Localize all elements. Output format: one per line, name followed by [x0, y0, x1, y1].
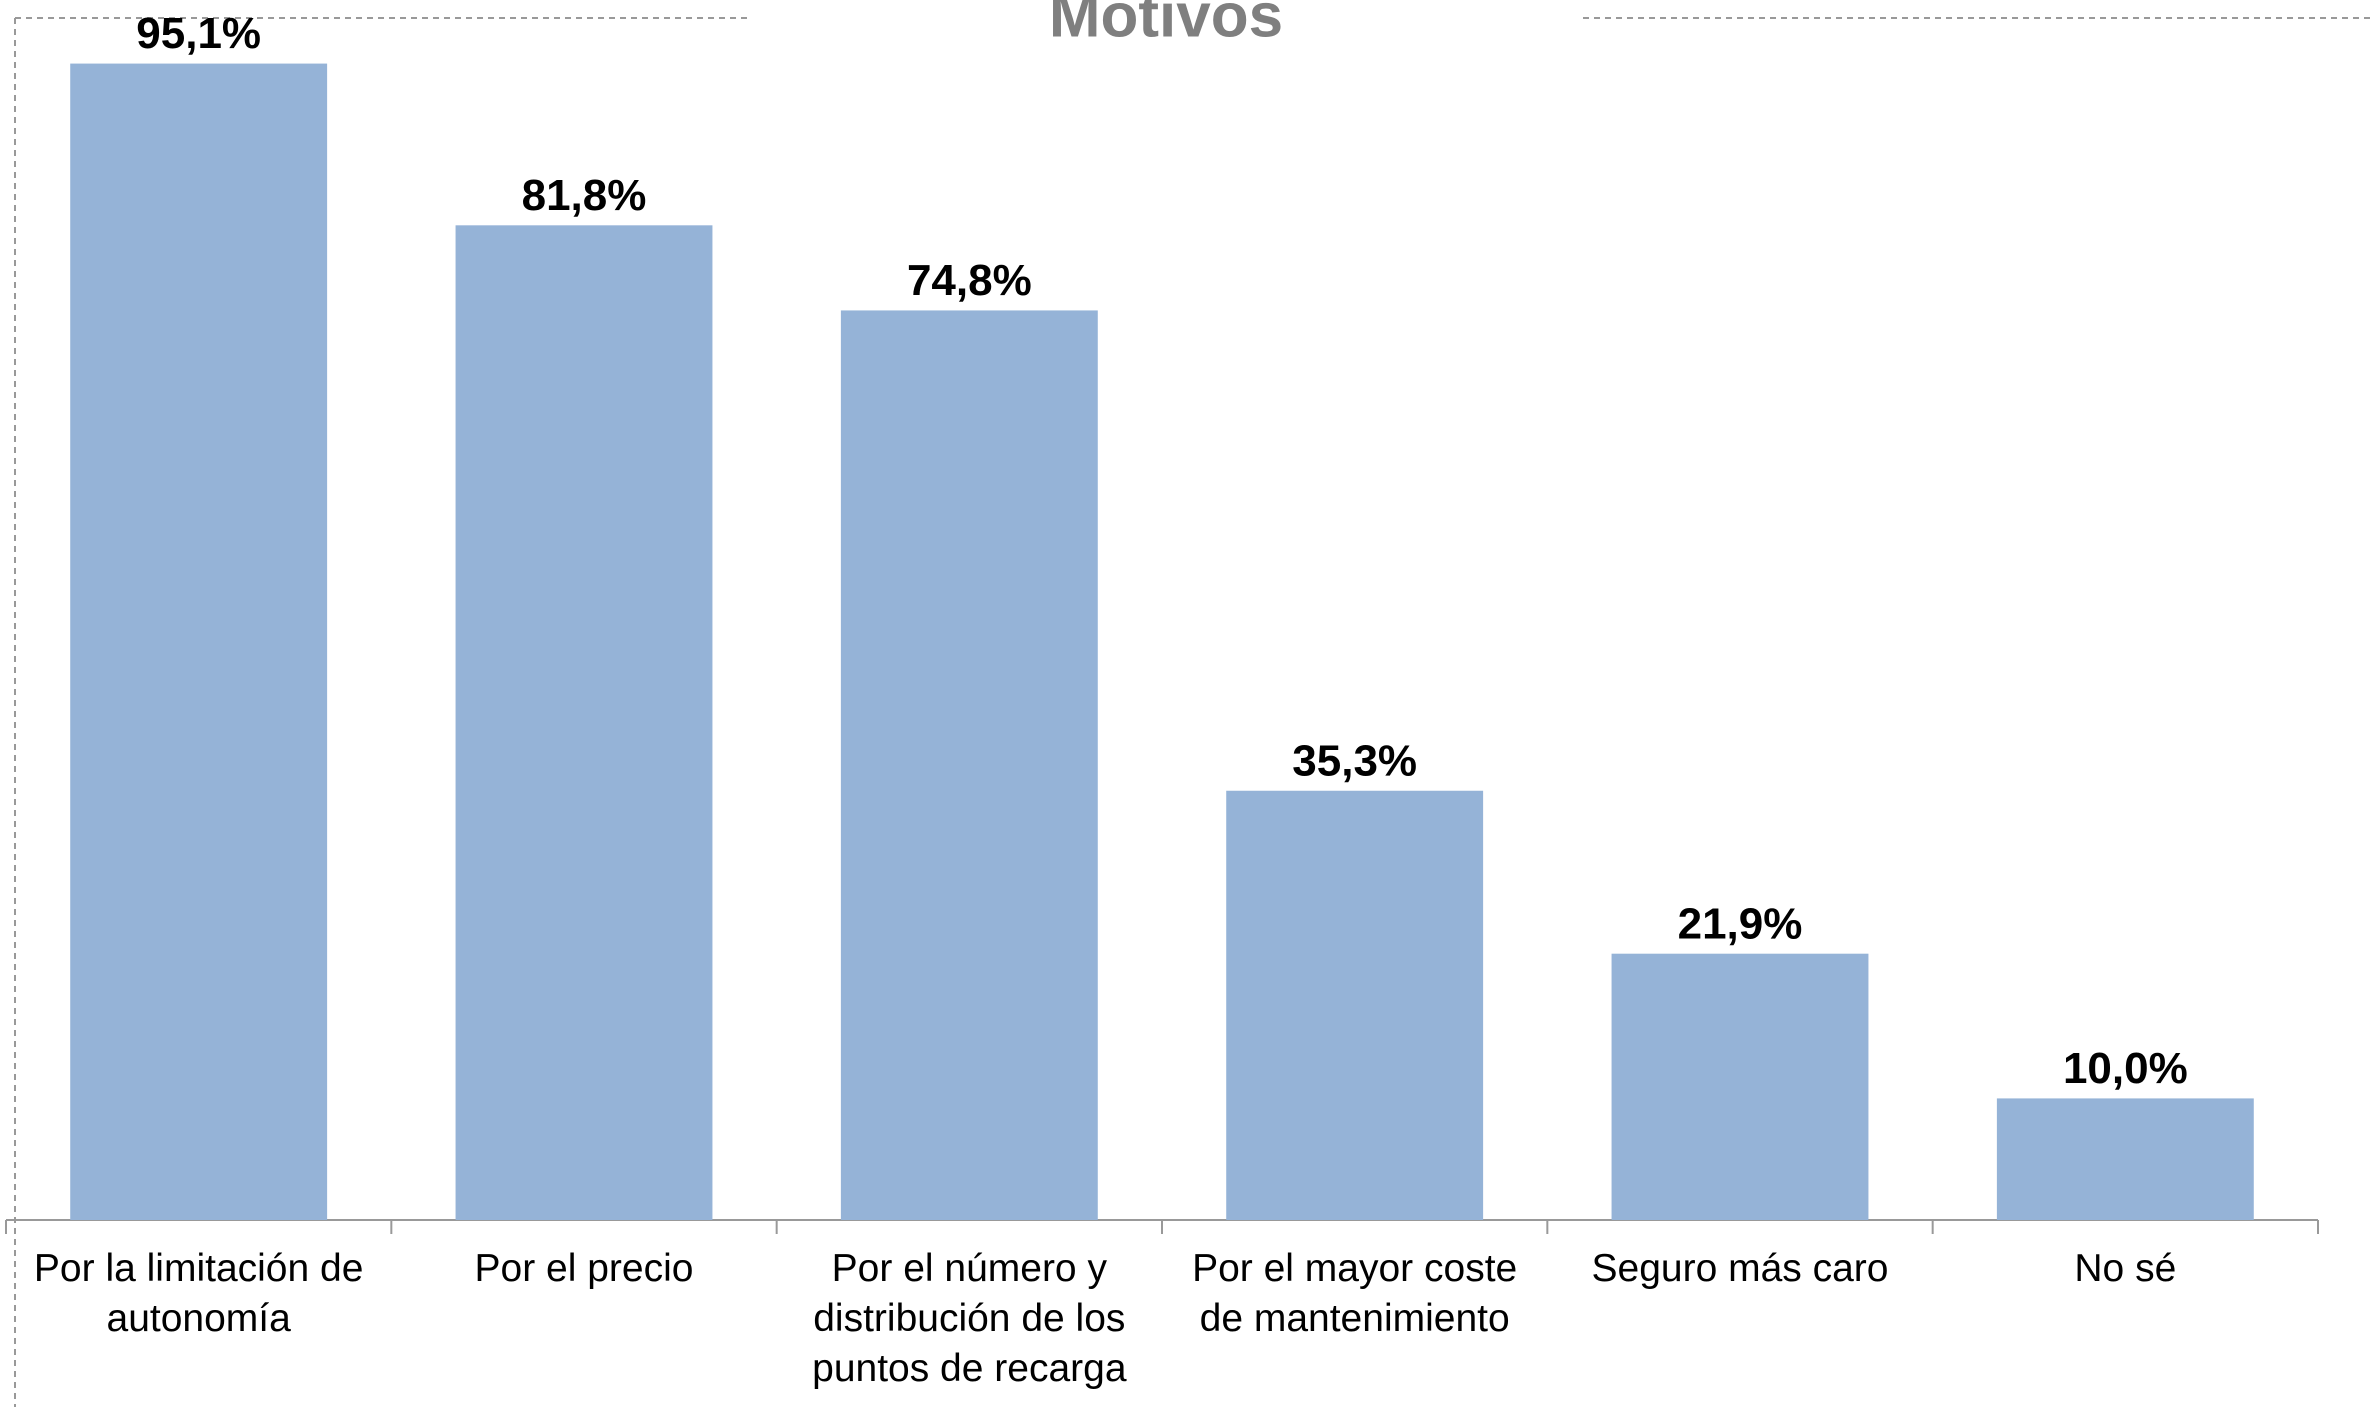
- x-tick-label: Por el número y distribución de los punt…: [812, 1247, 1127, 1390]
- x-tick-label: Por el mayor coste de mantenimiento: [1192, 1247, 1518, 1340]
- value-label: 95,1%: [136, 9, 261, 58]
- bar: [455, 225, 713, 1220]
- chart-title: Motivos: [1049, 0, 1283, 50]
- value-label: 21,9%: [1678, 899, 1803, 948]
- value-label: 74,8%: [907, 256, 1032, 305]
- value-label: 81,8%: [522, 171, 647, 220]
- x-tick-label: No sé: [2074, 1247, 2177, 1290]
- value-label: 35,3%: [1292, 736, 1417, 785]
- bar: [1996, 1098, 2254, 1220]
- x-tick-label: Por la limitación de autonomía: [33, 1247, 364, 1340]
- bar: [1611, 953, 1869, 1220]
- value-label: 10,0%: [2063, 1044, 2188, 1093]
- bar: [70, 63, 328, 1221]
- bar: [1226, 790, 1484, 1220]
- x-tick-label: Por el precio: [474, 1247, 694, 1290]
- bar: [840, 310, 1098, 1220]
- x-tick-label: Seguro más caro: [1591, 1247, 1889, 1290]
